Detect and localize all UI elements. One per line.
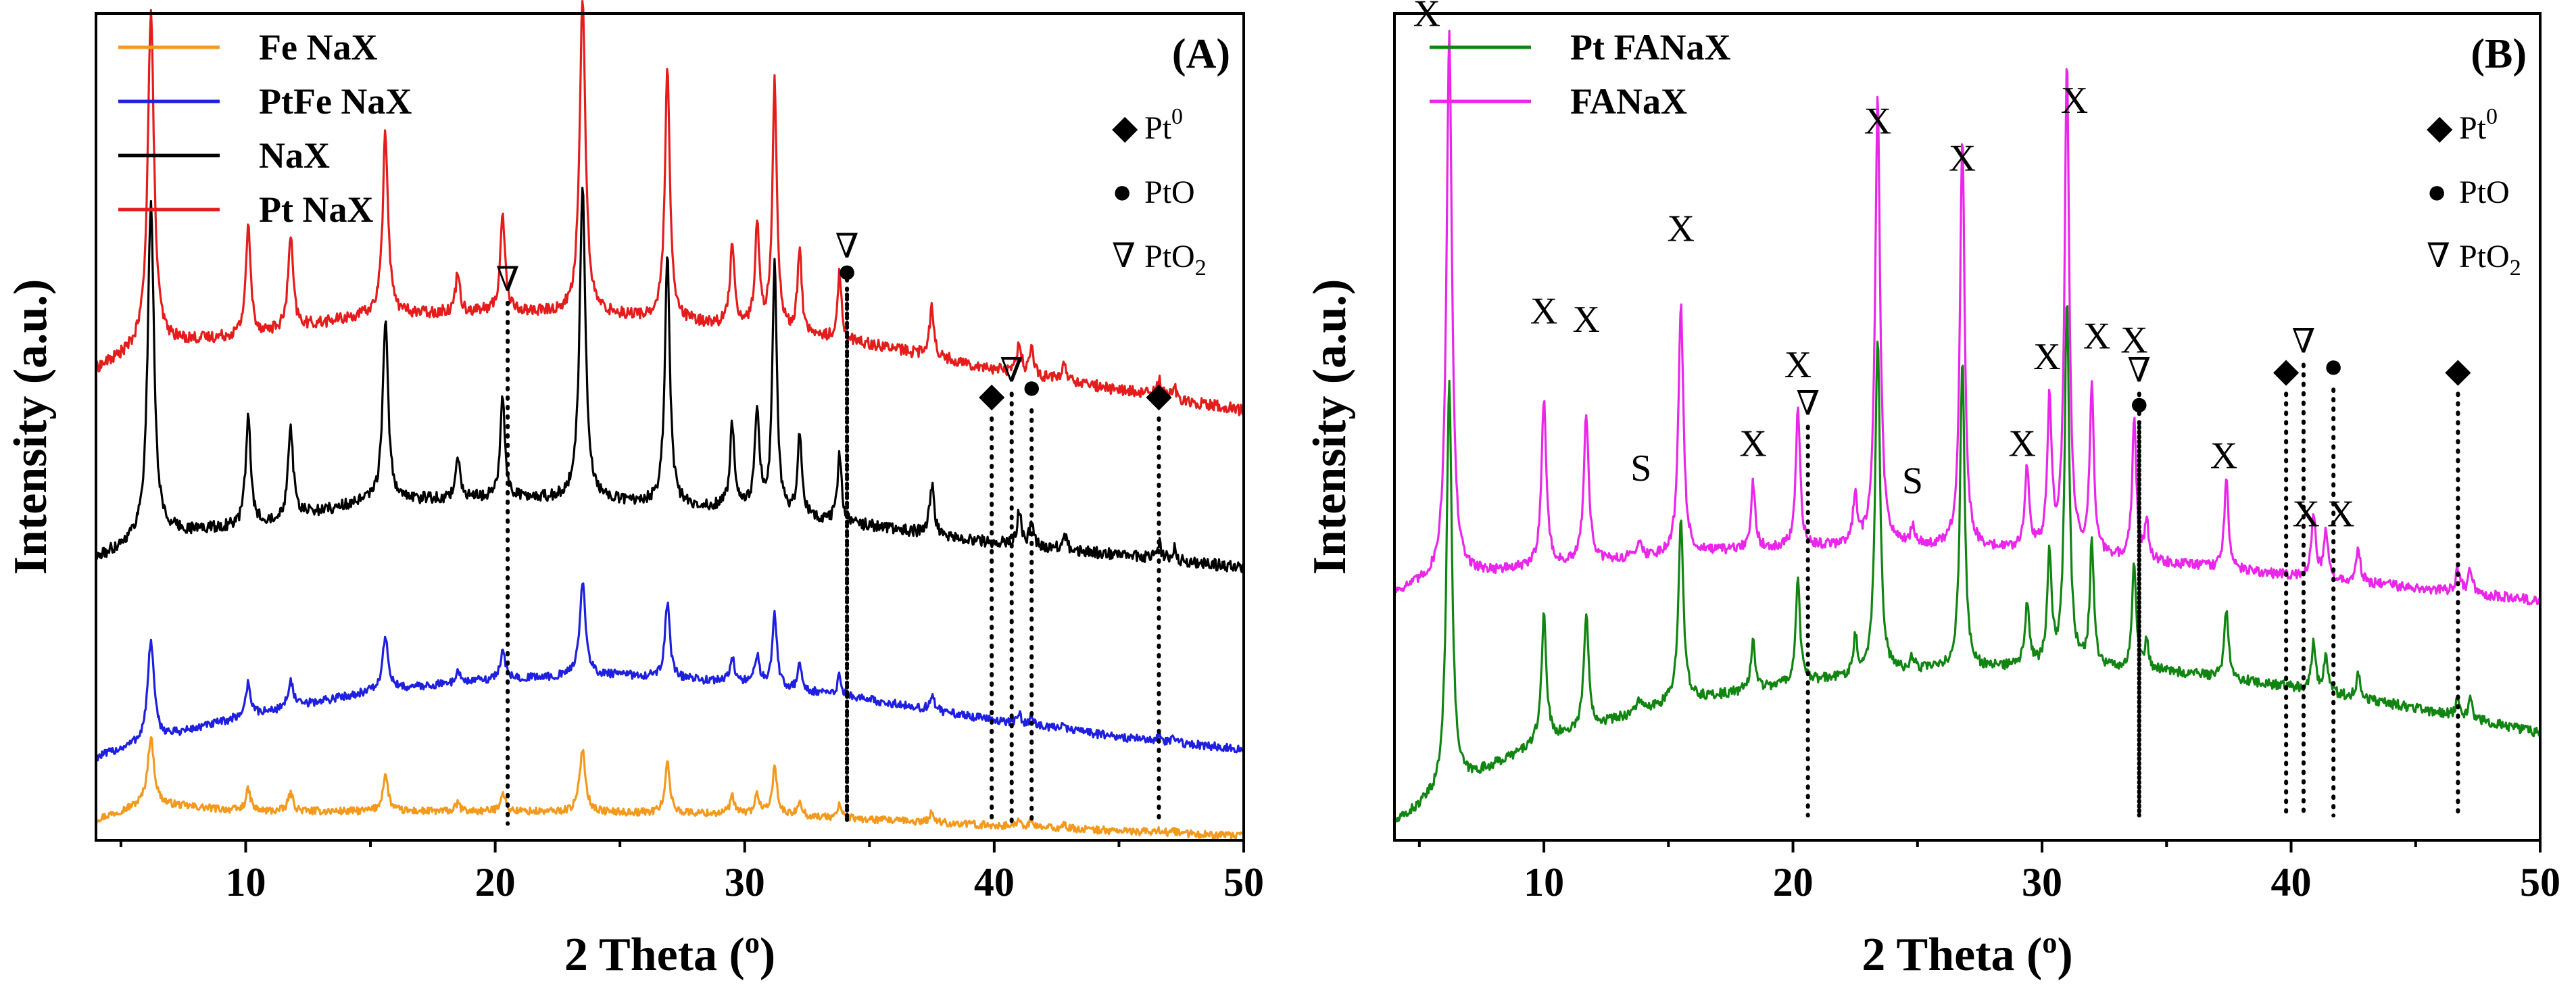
phase-key-symbol: ● (1112, 172, 1132, 210)
peak-label: X (2292, 493, 2319, 535)
peak-label: X (2083, 315, 2110, 357)
peak-label: X (1864, 100, 1891, 142)
phase-marker-symbol: ∇ (1000, 351, 1023, 389)
legend-label: NaX (259, 135, 330, 176)
plot-frame (1393, 12, 2542, 842)
phase-key-label: PtO2 (1144, 239, 1207, 281)
series-line-pt-nax (95, 0, 1245, 416)
legend-label: Pt FANaX (1570, 27, 1730, 68)
phase-key-symbol: ◆ (2427, 108, 2453, 146)
phase-marker-symbol: ● (2323, 347, 2343, 385)
peak-label: X (1530, 291, 1557, 333)
phase-marker-symbol: ∇ (1796, 384, 1820, 422)
peak-label: X (1413, 0, 1440, 34)
phase-marker-symbol: ● (1021, 368, 1042, 406)
peak-label: X (2033, 336, 2060, 378)
peak-label: X (1949, 137, 1976, 179)
phase-key-label: PtO (2459, 174, 2510, 210)
peak-label: X (2061, 80, 2088, 122)
phase-key-label: PtO2 (2459, 239, 2521, 281)
legend-label: PtFe NaX (259, 81, 412, 122)
x-tick-label: 20 (475, 860, 516, 905)
peak-label: X (1784, 344, 1812, 386)
phase-marker-symbol: ● (837, 252, 857, 290)
y-axis-title: Intensity (a.u.) (1304, 279, 1356, 575)
series-line-fanax (1393, 29, 2542, 606)
x-axis-title: 2 Theta (o) (564, 926, 775, 981)
series-line-pt-fanax (1393, 305, 2542, 825)
peak-label: X (1739, 423, 1766, 464)
phase-marker-symbol: ◆ (979, 376, 1005, 414)
x-tick-label: 50 (2520, 860, 2560, 905)
phase-key-label: Pt0 (1144, 104, 1183, 146)
phase-marker-symbol: ∇ (496, 260, 520, 298)
phase-key-label: PtO (1144, 174, 1195, 210)
series-line-ptfe-nax (95, 582, 1244, 762)
peak-label: X (1573, 299, 1600, 341)
legend-label: Fe NaX (259, 27, 377, 68)
y-axis-title: Intensity (a.u.) (5, 279, 57, 575)
panel-label: (A) (1172, 31, 1230, 77)
series-line-fe-nax (95, 736, 1244, 840)
legend-label: FANaX (1570, 81, 1687, 122)
x-tick-label: 20 (1773, 860, 1814, 905)
phase-key-symbol: ∇ (2427, 237, 2450, 274)
peak-label: X (1668, 208, 1695, 249)
panel-label: (B) (2471, 31, 2527, 77)
phase-key-label: Pt0 (2459, 104, 2498, 146)
series-line-nax (95, 187, 1244, 573)
phase-marker-symbol: ◆ (2445, 351, 2471, 389)
x-tick-label: 40 (2271, 860, 2312, 905)
phase-key-symbol: ∇ (1112, 237, 1136, 274)
legend-label: Pt NaX (259, 189, 373, 230)
peak-label: X (2210, 435, 2237, 477)
phase-key-symbol: ◆ (1112, 108, 1138, 146)
phase-marker-symbol: ◆ (2273, 351, 2300, 389)
phase-key-symbol: ● (2427, 172, 2447, 210)
phase-marker-symbol: ∇ (835, 227, 859, 265)
peak-label: X (2120, 319, 2147, 361)
peak-label: S (1902, 460, 1923, 502)
phase-marker-symbol: ● (2129, 384, 2149, 422)
x-tick-label: 10 (1524, 860, 1564, 905)
phase-marker-symbol: ∇ (2127, 351, 2151, 389)
peak-label: S (1630, 448, 1651, 489)
x-axis-title: 2 Theta (o) (1862, 926, 2072, 981)
x-tick-label: 10 (225, 860, 266, 905)
x-tick-label: 50 (1223, 860, 1264, 905)
x-tick-label: 30 (2022, 860, 2062, 905)
x-tick-label: 30 (725, 860, 765, 905)
peak-label: X (2008, 423, 2035, 464)
panel-a: ∇∇●◆∇● ◆10 20 30 40 502 Theta (o)Intensity (a… (5, 0, 1264, 981)
plot-frame (95, 12, 1245, 842)
peak-label: X (2327, 493, 2354, 535)
phase-marker-symbol: ◆ (1146, 376, 1172, 414)
phase-marker-symbol: ∇ (2291, 322, 2315, 360)
x-tick-label: 40 (974, 860, 1015, 905)
